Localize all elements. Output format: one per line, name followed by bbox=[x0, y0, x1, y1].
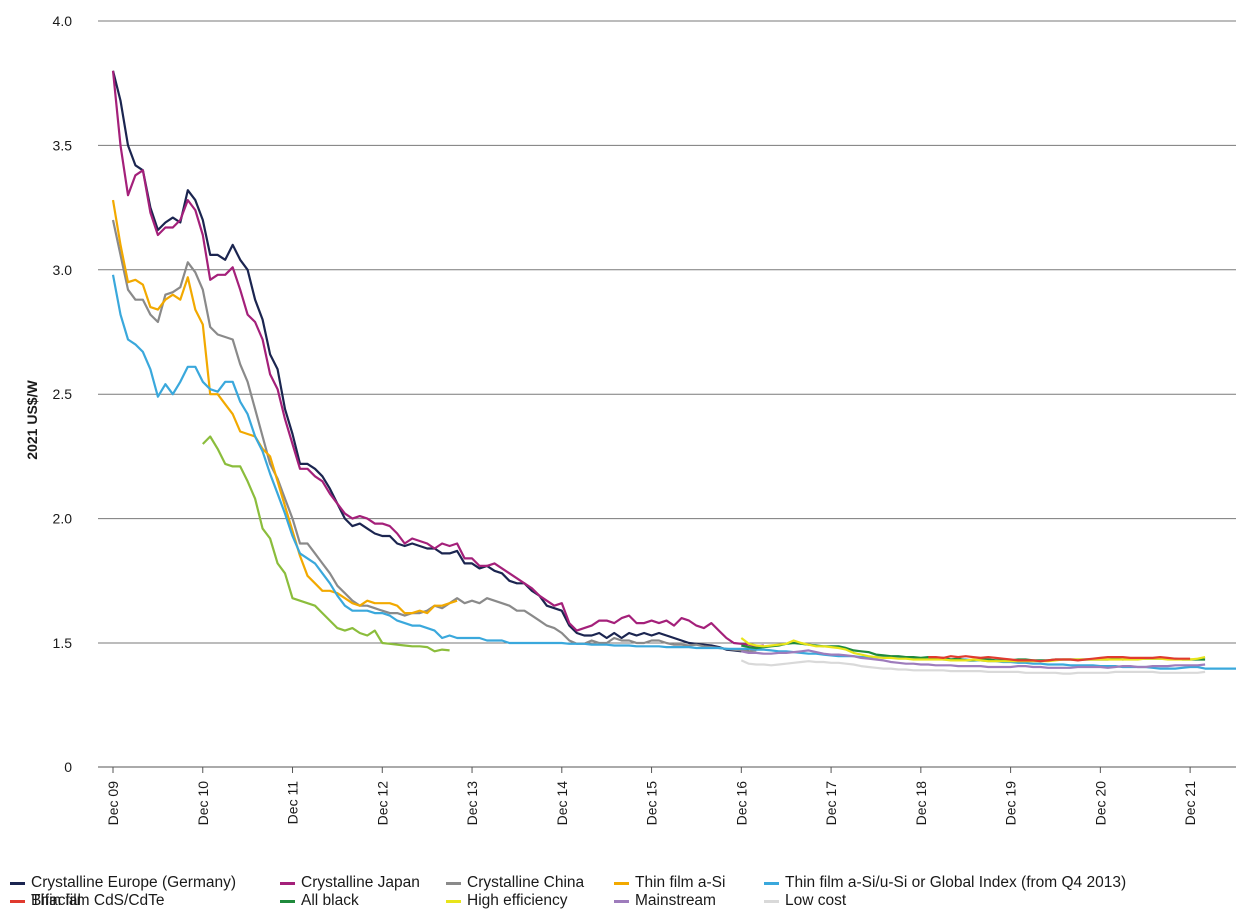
legend-row: Crystalline Europe (Germany) Crystalline … bbox=[10, 874, 1230, 892]
legend-item: Thin film a-Si bbox=[614, 874, 725, 892]
x-tick-label: Dec 09 bbox=[105, 781, 121, 826]
series-line-crystalline-china bbox=[111, 219, 757, 653]
x-tick-label: Dec 12 bbox=[374, 781, 390, 826]
legend-swatch bbox=[280, 899, 295, 903]
x-tick-label: Dec 20 bbox=[1092, 781, 1108, 826]
series-line-high-efficiency bbox=[740, 637, 1206, 663]
y-tick-label: 3.0 bbox=[53, 262, 73, 278]
legend-label: Bifacial bbox=[31, 892, 81, 909]
x-tick-label: Dec 11 bbox=[285, 781, 301, 825]
x-tick-label: Dec 13 bbox=[464, 781, 480, 826]
series-line-mainstream bbox=[741, 649, 1206, 669]
legend-label: Crystalline Europe (Germany) bbox=[31, 874, 237, 891]
legend-label: Thin film CdS/CdTe bbox=[31, 892, 165, 909]
legend-item: All black bbox=[280, 892, 359, 910]
legend-item: Crystalline Europe (Germany) bbox=[10, 874, 236, 892]
legend-item: Crystalline Japan bbox=[280, 874, 420, 892]
series-line-thin-film-a-si bbox=[111, 199, 458, 615]
y-axis-ticks: 0 1.5 2.0 2.5 3.0 3.5 4.0 bbox=[53, 13, 73, 775]
legend-item: Bifacial bbox=[10, 892, 81, 910]
legend-item: Thin film a-Si/u-Si or Global Index (fro… bbox=[764, 874, 1126, 892]
series-line-thin-film-a-si-u-si-or-global-index-from-q4-2013 bbox=[111, 274, 1236, 670]
legend-swatch bbox=[446, 881, 461, 885]
legend-label: High efficiency bbox=[467, 892, 568, 909]
legend: Crystalline Europe (Germany) Crystalline … bbox=[10, 874, 1230, 910]
x-tick-label: Dec 19 bbox=[1003, 781, 1019, 826]
y-tick-label: 0 bbox=[64, 759, 72, 775]
series-line-low-cost bbox=[740, 659, 1206, 675]
legend-label: Crystalline Japan bbox=[301, 874, 420, 891]
legend-row: Thin film CdS/CdTe All black High efficien… bbox=[10, 892, 1230, 910]
legend-swatch bbox=[764, 881, 779, 885]
legend-label: Crystalline China bbox=[467, 874, 585, 891]
y-axis-label: 2021 US$/W bbox=[24, 380, 40, 460]
legend-item: High efficiency bbox=[446, 892, 568, 910]
series-line-bifacial bbox=[928, 655, 1191, 663]
legend-item: Low cost bbox=[764, 892, 846, 910]
y-tick-label: 4.0 bbox=[53, 13, 73, 29]
y-tick-label: 3.5 bbox=[53, 137, 73, 153]
legend-swatch bbox=[764, 899, 779, 903]
legend-label: All black bbox=[301, 892, 359, 909]
y-tick-label: 2.5 bbox=[53, 386, 73, 402]
x-tick-label: Dec 21 bbox=[1182, 781, 1198, 826]
legend-label: Low cost bbox=[785, 892, 847, 909]
series-line-crystalline-europe-germany bbox=[111, 70, 749, 653]
legend-item: Mainstream bbox=[614, 892, 716, 910]
x-tick-label: Dec 10 bbox=[195, 781, 211, 826]
y-tick-label: 2.0 bbox=[53, 511, 73, 527]
legend-label: Thin film a-Si bbox=[635, 874, 726, 891]
series-lines bbox=[111, 70, 1236, 675]
x-tick-label: Dec 14 bbox=[554, 781, 570, 826]
legend-swatch bbox=[10, 881, 25, 885]
x-tick-label: Dec 15 bbox=[644, 781, 660, 826]
x-tick-label: Dec 18 bbox=[913, 781, 929, 826]
legend-swatch bbox=[614, 881, 629, 885]
legend-swatch bbox=[280, 881, 295, 885]
legend-item: Crystalline China bbox=[446, 874, 584, 892]
legend-label: Mainstream bbox=[635, 892, 716, 909]
x-tick-label: Dec 16 bbox=[733, 781, 749, 826]
gridlines bbox=[98, 20, 1236, 768]
series-line-thin-film-cds-cdte bbox=[202, 435, 450, 653]
series-line-crystalline-japan bbox=[111, 70, 764, 648]
legend-swatch bbox=[614, 899, 629, 903]
x-axis-ticks: Dec 09 Dec 10 Dec 11 Dec 12 Dec 13 Dec 14 Dec … bbox=[105, 767, 1198, 825]
legend-label: Thin film a-Si/u-Si or Global Index (fro… bbox=[785, 874, 1127, 891]
legend-swatch bbox=[446, 899, 461, 903]
x-tick-label: Dec 17 bbox=[823, 781, 839, 826]
legend-swatch bbox=[10, 899, 25, 903]
y-tick-label: 1.5 bbox=[53, 635, 73, 651]
